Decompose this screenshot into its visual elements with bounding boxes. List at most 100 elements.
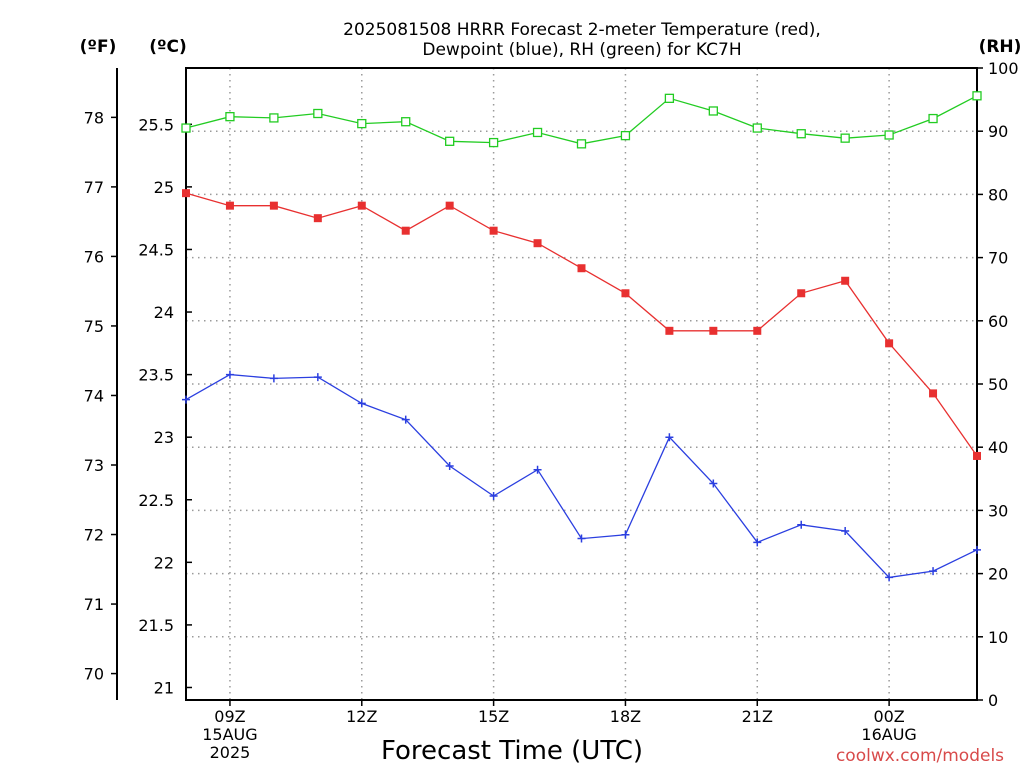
rh-point: [576, 139, 587, 149]
fahrenheit-tick-label: 72: [84, 526, 104, 545]
chart-title-line-2: Dewpoint (blue), RH (green) for KC7H: [422, 40, 741, 60]
temperature-point: [797, 289, 806, 298]
rh-point: [401, 117, 411, 127]
rh-point: [840, 133, 850, 143]
dewpoint-point: [357, 399, 366, 408]
dewpoint-line: [185, 373, 978, 579]
temperature-point: [269, 201, 278, 210]
rh-point: [708, 106, 718, 116]
rh-line: [185, 95, 978, 145]
rh-point: [532, 127, 543, 138]
fahrenheit-tick-label: 70: [84, 665, 104, 684]
rh-point: [445, 136, 455, 146]
temperature-point: [973, 451, 981, 460]
rh-point: [181, 123, 191, 133]
fahrenheit-tick-label: 74: [84, 386, 104, 405]
rh-point: [972, 91, 982, 101]
temperature-point: [841, 276, 850, 285]
celsius-tick-label: 22: [154, 553, 174, 572]
rh-point: [752, 123, 762, 133]
dewpoint-point: [841, 527, 850, 536]
rh-tick-label: 70: [988, 249, 1008, 268]
rh-point: [269, 113, 279, 123]
dewpoint-point: [269, 374, 278, 383]
time-tick-label: 00Z: [873, 707, 904, 726]
dewpoint-point: [225, 370, 234, 379]
rh-tick-label: 20: [988, 565, 1008, 584]
fahrenheit-tick-label: 75: [84, 317, 104, 336]
celsius-tick-label: 21.5: [138, 616, 174, 635]
temperature-point: [313, 214, 322, 223]
time-tick-label: 2025: [210, 743, 251, 762]
rh-point: [664, 93, 675, 103]
celsius-tick-label: 24.5: [138, 240, 174, 259]
temperature-point: [225, 201, 234, 210]
dewpoint-point: [533, 465, 542, 474]
celsius-unit-label: (ºC): [149, 37, 187, 57]
celsius-tick-label: 24: [154, 303, 174, 322]
temperature-point: [357, 201, 366, 210]
temperature-point: [621, 289, 630, 298]
temperature-point: [709, 326, 718, 335]
fahrenheit-tick-label: 78: [84, 108, 104, 127]
temperature-point: [577, 264, 586, 273]
rh-tick-label: 80: [988, 185, 1008, 204]
temperature-point: [929, 389, 938, 398]
rh-tick-label: 50: [988, 375, 1008, 394]
rh-tick-label: 10: [988, 628, 1008, 647]
temperature-point: [665, 326, 674, 335]
dewpoint-point: [445, 461, 454, 470]
dewpoint-point: [621, 530, 630, 539]
dewpoint-point: [797, 520, 806, 529]
gridlines: [186, 68, 977, 700]
time-tick-label: 18Z: [610, 707, 641, 726]
celsius-tick-label: 23.5: [138, 366, 174, 385]
dewpoint-point: [665, 433, 674, 442]
temperature-point: [445, 201, 454, 210]
dewpoint-point: [973, 545, 981, 554]
temperature-series: [182, 189, 981, 460]
credit-text: coolwx.com/models: [836, 746, 1004, 766]
rh-point: [313, 108, 323, 119]
temperature-point: [401, 226, 410, 235]
rh-point: [357, 118, 367, 129]
dewpoint-series: [182, 370, 981, 582]
chart-title-line-1: 2025081508 HRRR Forecast 2-meter Tempera…: [343, 20, 821, 40]
rh-tick-label: 40: [988, 438, 1008, 457]
rh-tick-label: 90: [988, 122, 1008, 141]
fahrenheit-tick-label: 73: [84, 456, 104, 475]
series-lines: [181, 91, 982, 582]
celsius-tick-label: 22.5: [138, 491, 174, 510]
celsius-tick-label: 25: [154, 178, 174, 197]
rh-ticks: 0 10 20 30 40 50 60 70 80 90 100: [977, 59, 1019, 710]
dewpoint-point: [885, 573, 894, 582]
fahrenheit-unit-label: (ºF): [80, 37, 117, 57]
celsius-tick-label: 23: [154, 428, 174, 447]
time-tick-label: 15Z: [478, 707, 509, 726]
rh-point: [928, 113, 938, 124]
rh-point: [488, 137, 499, 148]
rh-point: [620, 130, 631, 141]
fahrenheit-tick-label: 76: [84, 247, 104, 266]
fahrenheit-tick-label: 77: [84, 178, 104, 197]
rh-unit-label: (RH): [979, 37, 1022, 57]
rh-tick-label: 30: [988, 501, 1008, 520]
dewpoint-point: [753, 538, 762, 547]
celsius-tick-label: 21: [154, 678, 174, 697]
rh-point: [225, 112, 235, 122]
temperature-point: [753, 326, 762, 335]
rh-point: [796, 129, 806, 139]
dewpoint-point: [401, 415, 410, 424]
x-axis-label: Forecast Time (UTC): [381, 736, 643, 766]
temperature-point: [182, 189, 190, 198]
fahrenheit-ticks: 70 71 72 73 74 75 76 77 78: [84, 108, 117, 684]
dewpoint-point: [577, 534, 586, 543]
rh-tick-label: 60: [988, 312, 1008, 331]
time-tick-label: 12Z: [346, 707, 377, 726]
temperature-point: [533, 239, 542, 248]
dewpoint-point: [313, 373, 322, 382]
rh-tick-label: 100: [988, 59, 1019, 78]
dewpoint-point: [929, 567, 938, 576]
